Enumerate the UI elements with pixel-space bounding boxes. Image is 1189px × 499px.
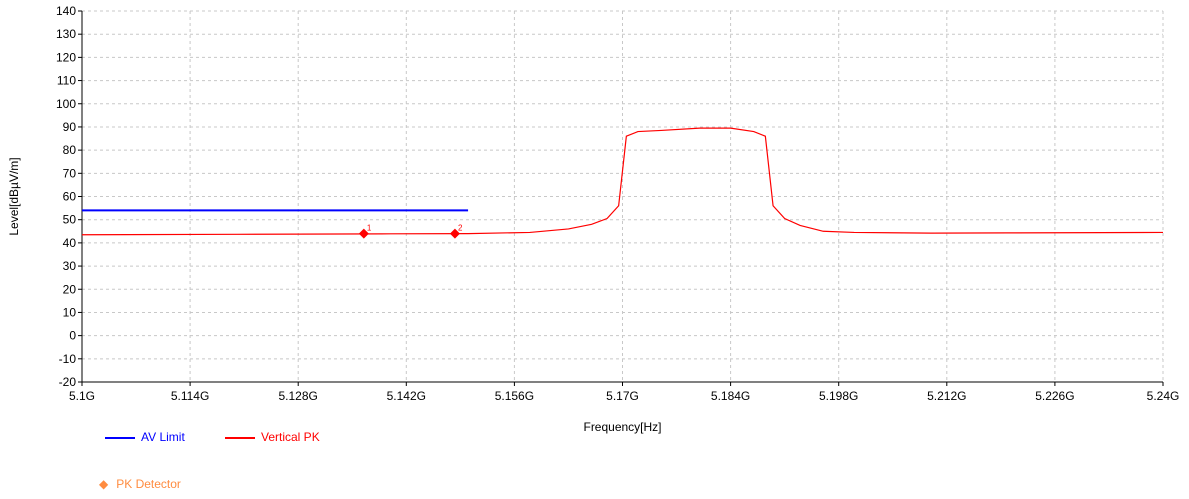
- y-tick-label: 60: [63, 190, 77, 204]
- legend-label: AV Limit: [141, 430, 185, 444]
- axes: [78, 10, 1164, 386]
- x-tick-label: 5.24G: [1147, 389, 1180, 403]
- y-tick-label: -20: [59, 375, 77, 389]
- x-tick-label: 5.184G: [711, 389, 750, 403]
- y-tick-label: 30: [63, 259, 77, 273]
- y-tick-label: 50: [63, 213, 77, 227]
- legend-diamond-icon: ◆: [99, 477, 109, 491]
- y-tick-label: 120: [56, 50, 76, 64]
- y-axis-label: Level[dBµV/m]: [7, 157, 21, 235]
- y-tick-label: 80: [63, 143, 77, 157]
- series-lines: [81, 127, 1164, 236]
- y-axis-ticks: -20 -10 0 10 20 30 40 50 60 70 80 90 100 110 120 130 140: [56, 4, 76, 389]
- x-tick-label: 5.128G: [279, 389, 318, 403]
- x-tick-label: 5.226G: [1035, 389, 1074, 403]
- legend-line-swatch: [105, 436, 135, 439]
- y-tick-label: 110: [57, 74, 76, 88]
- y-tick-label: 70: [63, 166, 77, 180]
- legend-label: Vertical PK: [261, 430, 320, 444]
- y-tick-label: 90: [63, 120, 77, 134]
- legend-item-av-limit: AV Limit: [105, 430, 185, 444]
- legend-line-swatch: [225, 436, 255, 439]
- y-tick-label: 130: [56, 27, 76, 41]
- x-axis-ticks: 5.1G 5.114G 5.128G 5.142G 5.156G 5.17G 5.184G 5…: [69, 389, 1179, 403]
- y-tick-label: -10: [59, 352, 77, 366]
- legend-item-pk-detector: ◆ PK Detector: [99, 477, 181, 491]
- series-line-vertical-pk: [81, 127, 1164, 236]
- grid: [81, 10, 1164, 383]
- y-tick-label: 20: [63, 282, 77, 296]
- x-tick-label: 5.212G: [927, 389, 966, 403]
- legend-label: PK Detector: [116, 477, 181, 491]
- x-tick-label: 5.17G: [606, 389, 639, 403]
- y-tick-label: 140: [56, 4, 76, 18]
- y-tick-label: 10: [63, 305, 77, 319]
- x-tick-label: 5.1G: [69, 389, 95, 403]
- marker-point: [449, 228, 460, 239]
- marker-point: [358, 228, 369, 239]
- marker-label: 1: [367, 224, 372, 233]
- x-tick-label: 5.198G: [819, 389, 858, 403]
- marker-label: 2: [458, 224, 463, 233]
- y-tick-label: 40: [63, 236, 77, 250]
- y-tick-label: 0: [69, 329, 76, 343]
- x-tick-label: 5.156G: [495, 389, 534, 403]
- x-tick-label: 5.142G: [387, 389, 426, 403]
- x-tick-label: 5.114G: [171, 389, 209, 403]
- legend-item-vertical-pk: Vertical PK: [225, 430, 320, 444]
- y-tick-label: 100: [56, 97, 76, 111]
- x-axis-label: Frequency[Hz]: [583, 420, 661, 434]
